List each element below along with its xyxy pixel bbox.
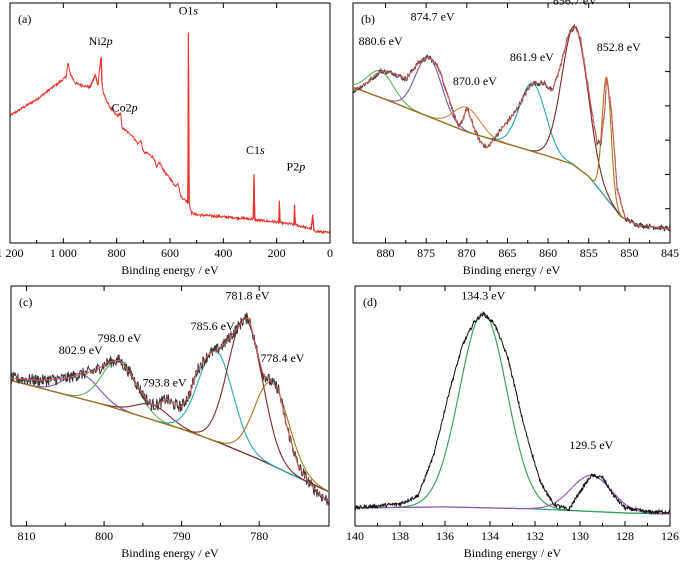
plot-area [353, 23, 670, 232]
x-axis-label: Binding energy / eV [121, 546, 219, 560]
fit-component-line [355, 313, 670, 515]
peak-annotation: Ni2p [89, 34, 113, 48]
peak-annotation: 778.4 eV [260, 351, 304, 365]
panel-a: 1 200 1 000 800 600 400 200 0 Binding energy / … [0, 2, 333, 277]
x-tick-label: 865 [498, 246, 516, 260]
peak-annotation: 874.7 eV [411, 9, 455, 23]
x-tick-label: 200 [268, 246, 286, 260]
x-tick-label: 870 [458, 246, 476, 260]
panel-label: (b) [361, 12, 375, 26]
x-tick-label: 400 [214, 246, 232, 260]
panel-label: (a) [18, 12, 31, 26]
x-axis-label: Binding energy / eV [464, 546, 562, 560]
x-tick-label: 880 [377, 246, 395, 260]
x-tick-label: 140 [346, 529, 364, 543]
x-tick-label: 860 [539, 246, 557, 260]
peak-annotation: 134.3 eV [461, 288, 505, 302]
plot-area [11, 312, 329, 507]
x-tick-label: 810 [18, 529, 36, 543]
x-tick-label: 128 [616, 529, 634, 543]
spectrum-peak [98, 56, 103, 84]
panel-c: 810 800 790 780 Binding energy / eV (c) 802.9 … [10, 285, 330, 560]
plot-area [10, 32, 330, 235]
x-tick-label: 0 [327, 246, 333, 260]
panel-label: (d) [363, 295, 377, 309]
spectrum-peak [252, 174, 256, 220]
fit-envelope-line [11, 317, 329, 503]
peak-annotation: 785.6 eV [191, 319, 235, 333]
peak-annotation: 852.8 eV [597, 40, 641, 54]
peak-annotation: C1s [246, 143, 265, 157]
plot-area [355, 311, 670, 516]
x-tick-label: 800 [95, 529, 113, 543]
spectrum-peak [89, 73, 99, 88]
x-tick-label: 790 [173, 529, 191, 543]
x-tick-label: 780 [250, 529, 268, 543]
x-tick-label: 132 [526, 529, 544, 543]
x-axis-label: Binding energy / eV [463, 263, 561, 277]
panel-d: 140 138 136 134 132 130 128 126 Binding energy /… [346, 285, 679, 560]
peak-annotation: Co2p [112, 101, 138, 115]
peak-annotation: 793.8 eV [143, 375, 187, 389]
x-tick-label: 1 000 [50, 246, 77, 260]
plot-frame [352, 2, 671, 244]
peak-annotation: 856.7 eV [553, 0, 597, 7]
x-tick-label: 875 [417, 246, 435, 260]
raw-spectrum-line [11, 312, 329, 507]
panel-label: (c) [19, 295, 32, 309]
x-axis-label: Binding energy / eV [121, 263, 219, 277]
peak-annotation: 798.0 eV [98, 331, 142, 345]
x-tick-label: 850 [620, 246, 638, 260]
peak-annotation: P2p [287, 159, 306, 173]
fit-envelope-line [353, 25, 670, 230]
x-tick-label: 126 [661, 529, 679, 543]
x-tick-label: 136 [436, 529, 454, 543]
peak-annotation: 880.6 eV [359, 34, 403, 48]
peak-annotation: 781.8 eV [226, 288, 270, 302]
x-tick-label: 1 200 [0, 246, 24, 260]
plot-frame [10, 285, 330, 527]
fit-component-line [353, 76, 670, 230]
peak-annotation: 802.9 eV [59, 343, 103, 357]
x-tick-label: 134 [481, 529, 499, 543]
fit-component-line [355, 474, 670, 515]
x-tick-label: 600 [161, 246, 179, 260]
spectrum-peak [187, 32, 190, 203]
x-tick-label: 130 [571, 529, 589, 543]
peak-annotation: 870.0 eV [453, 74, 497, 88]
x-tick-label: 845 [661, 246, 679, 260]
peak-annotation: 129.5 eV [569, 438, 613, 452]
x-tick-label: 855 [580, 246, 598, 260]
spectrum-line [10, 58, 330, 235]
x-tick-label: 800 [108, 246, 126, 260]
raw-spectrum-line [353, 23, 670, 232]
peak-annotation: 861.9 eV [510, 50, 554, 64]
spectrum-peak [310, 214, 315, 232]
x-tick-label: 138 [391, 529, 409, 543]
spectrum-peak [293, 204, 296, 225]
peak-annotation: O1s [179, 3, 199, 17]
panel-b: 880 875 870 865 860 855 850 845 Binding energy /… [352, 0, 679, 277]
raw-spectrum-line [355, 311, 670, 516]
spectrum-peak [278, 200, 281, 223]
